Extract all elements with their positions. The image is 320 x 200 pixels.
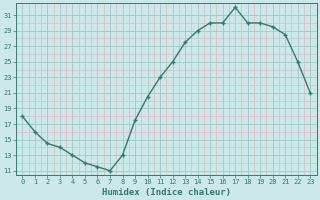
X-axis label: Humidex (Indice chaleur): Humidex (Indice chaleur) (102, 188, 231, 197)
